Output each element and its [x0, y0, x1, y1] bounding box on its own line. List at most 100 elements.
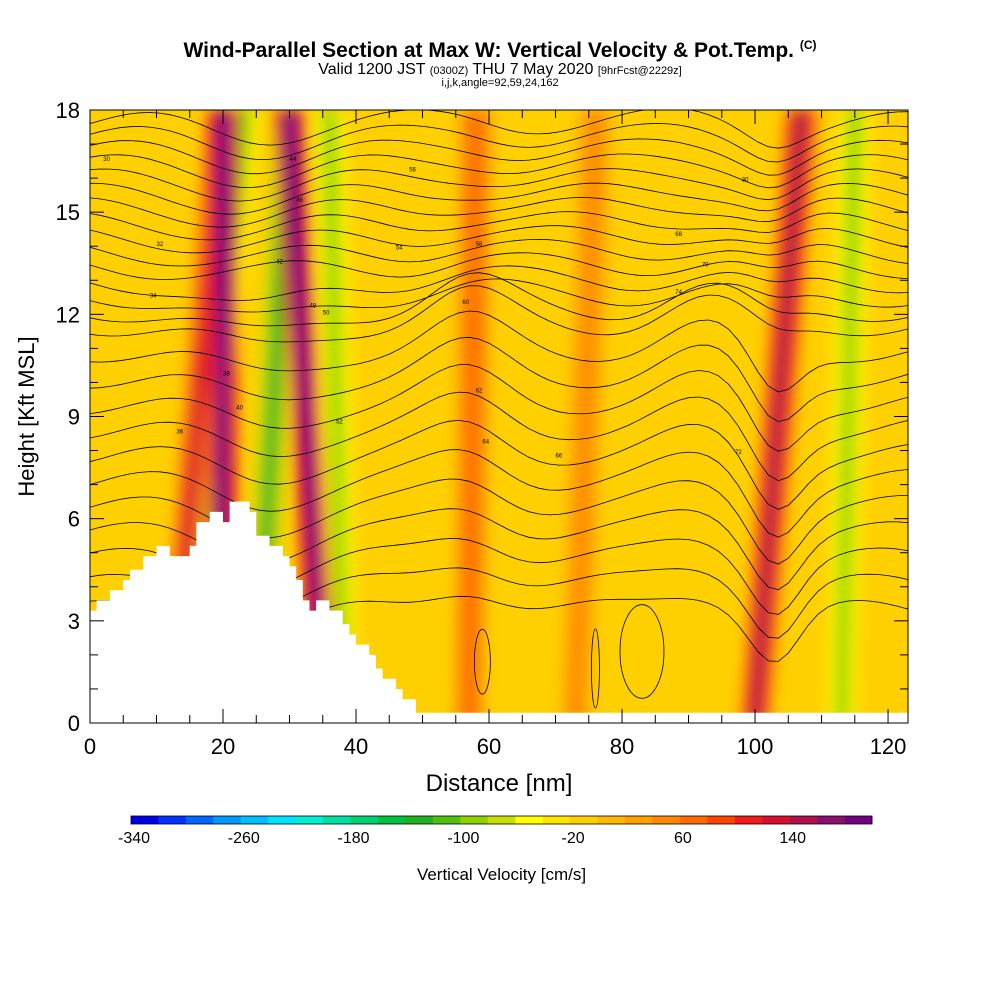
theta-contour — [90, 153, 908, 189]
theta-contour — [90, 272, 908, 327]
theta-label: 70 — [702, 263, 709, 269]
y-tick-label: 15 — [56, 200, 80, 225]
velocity-band-core — [749, 110, 809, 723]
plot-clip: 30 32 34 36 38 40 42 44 46 48 50 52 54 56 58 60 62 64 66 68… — [90, 110, 908, 723]
theta-label: 50 — [323, 310, 330, 316]
colorbar-swatch — [789, 816, 818, 824]
theta-label: 64 — [482, 440, 489, 446]
colorbar-swatch — [432, 816, 461, 824]
valid-utc: (0300Z) — [429, 65, 469, 77]
colorbar-swatch — [652, 816, 681, 824]
x-tick-label: 120 — [870, 734, 907, 759]
y-tick-label: 6 — [68, 507, 80, 532]
theta-label: 36 — [176, 430, 183, 436]
colorbar-frame — [130, 815, 873, 825]
colorbar-swatch — [679, 816, 708, 824]
theta-label: 54 — [396, 246, 403, 252]
colorbar-swatch — [817, 816, 845, 824]
chart-title: Wind-Parallel Section at Max W: Vertical… — [0, 38, 1000, 63]
theta-label: 34 — [150, 293, 157, 299]
x-tick-label: 0 — [84, 734, 96, 759]
colorbar-tick-label: -180 — [338, 830, 370, 847]
theta-contour — [90, 391, 908, 482]
colorbar-tick-label: -20 — [562, 830, 585, 847]
theta-contour — [90, 225, 908, 254]
theta-contour — [90, 182, 908, 215]
valid-date: THU 7 May 2020 — [472, 61, 594, 78]
colorbar-tick-label: 140 — [779, 830, 806, 847]
theta-contour — [90, 238, 908, 267]
theta-label: 62 — [476, 389, 483, 395]
theta-label: 52 — [336, 419, 343, 425]
x-tick-label: 80 — [610, 734, 634, 759]
theta-contour — [90, 196, 908, 228]
theta-label: 38 — [223, 372, 230, 378]
colorbar-swatch — [597, 816, 626, 824]
theta-label: 56 — [409, 167, 416, 173]
theta-contour-closed — [473, 628, 491, 695]
theta-label: 48 — [309, 304, 316, 310]
chart-title-text: Wind-Parallel Section at Max W: Vertical… — [183, 39, 794, 62]
colorbar-swatch — [213, 816, 242, 824]
colorbar-swatch — [487, 816, 516, 824]
theta-contour — [90, 364, 908, 452]
y-tick-label: 12 — [56, 302, 80, 327]
theta-contour — [90, 449, 908, 538]
y-tick-label: 9 — [68, 405, 80, 430]
colorbar-swatch — [158, 816, 187, 824]
theta-contour — [90, 336, 908, 423]
colorbar-swatch — [460, 816, 489, 824]
velocity-band-core — [322, 110, 349, 723]
theta-label: 60 — [462, 300, 469, 306]
colorbar-swatch — [185, 816, 214, 824]
theta-label: 30 — [103, 157, 110, 163]
theta-labels: 30 32 34 36 38 40 42 44 46 48 50 52 54 56 58 60 62 64 66 68… — [103, 157, 749, 459]
x-tick-label: 40 — [344, 734, 368, 759]
theta-contours — [90, 110, 908, 709]
colorbar-swatch — [625, 816, 653, 824]
y-tick-label: 3 — [68, 609, 80, 634]
theta-contour — [90, 252, 908, 280]
theta-contour — [90, 123, 908, 163]
theta-label: 30 — [742, 178, 749, 184]
colorbar-swatch — [323, 816, 351, 824]
theta-contour — [90, 278, 908, 313]
theta-label: 68 — [675, 232, 682, 238]
velocity-band-core — [282, 110, 329, 723]
colorbar-swatch — [570, 816, 598, 824]
theta-contour — [90, 168, 908, 202]
colorbar-swatch — [268, 816, 296, 824]
x-tick-label: 60 — [477, 734, 501, 759]
theta-contour — [90, 110, 908, 149]
valid-time-line: Valid 1200 JST (0300Z) THU 7 May 2020 [9… — [0, 61, 1000, 79]
forecast-info: [9hrFcst@2229z] — [597, 65, 682, 77]
x-tick-label: 20 — [211, 734, 235, 759]
theta-contour — [90, 310, 908, 393]
y-tick-label: 18 — [56, 98, 80, 123]
colorbar-swatch — [734, 816, 763, 824]
theta-label: 42 — [276, 259, 283, 265]
y-tick-label: 0 — [68, 711, 80, 736]
theta-contour — [90, 138, 908, 176]
theta-label: 44 — [290, 157, 297, 163]
copyright-mark: (C) — [799, 38, 817, 52]
theta-label: 72 — [735, 450, 742, 456]
theta-label: 74 — [675, 290, 682, 296]
theta-contour-closed — [591, 628, 600, 709]
colorbar-swatch — [542, 816, 571, 824]
colorbar: -340 -260 -180 -100 -20 60 140 Vertical Velocit… — [118, 815, 873, 884]
theta-label: 46 — [296, 198, 303, 204]
valid-prefix: Valid 1200 JST — [318, 61, 426, 78]
colorbar-label: Vertical Velocity [cm/s] — [417, 865, 586, 884]
colorbar-swatch — [762, 816, 790, 824]
colorbar-tick-label: -100 — [447, 830, 479, 847]
colorbar-swatch — [350, 816, 379, 824]
terrain — [90, 501, 908, 723]
colorbar-swatch — [378, 816, 406, 824]
plot-area: 30 32 34 36 38 40 42 44 46 48 50 52 54 56 58 60 62 64 66 68… — [90, 110, 908, 723]
theta-contour — [90, 420, 908, 510]
theta-contour-closed — [619, 604, 665, 699]
colorbar-swatch — [844, 816, 873, 824]
